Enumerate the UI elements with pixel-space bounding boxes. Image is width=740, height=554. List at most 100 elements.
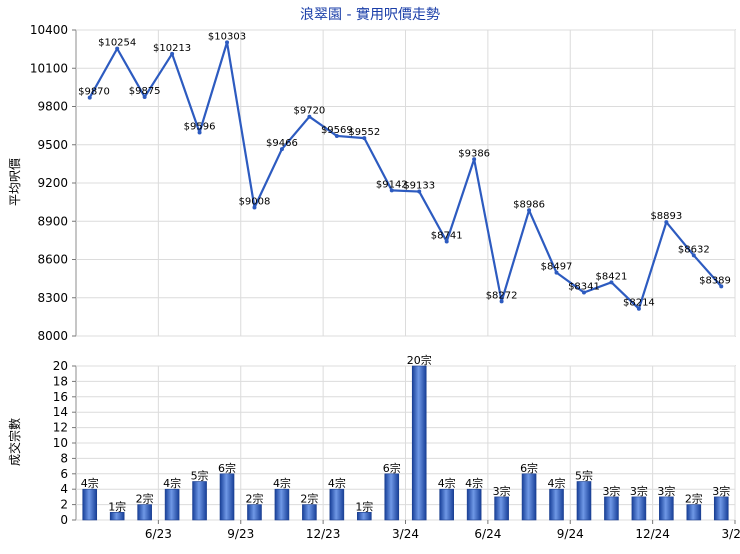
volume-y-tick-label: 6 <box>60 467 68 481</box>
price-point <box>636 306 641 311</box>
volume-bar <box>466 488 482 521</box>
volume-bar-label: 4宗 <box>81 476 99 490</box>
volume-bar-label: 4宗 <box>273 476 291 490</box>
price-point <box>527 208 532 213</box>
x-tick-label: 3/24 <box>392 527 419 541</box>
volume-bar-label: 6宗 <box>218 461 236 475</box>
volume-y-tick-label: 4 <box>60 482 68 496</box>
volume-bar <box>686 504 702 521</box>
price-point <box>444 239 449 244</box>
price-y-tick-label: 10100 <box>30 61 68 75</box>
price-point <box>142 94 147 99</box>
price-point <box>417 189 422 194</box>
price-point-label: $8214 <box>623 298 655 309</box>
price-point-label: $9133 <box>403 181 435 192</box>
volume-bar-label: 4宗 <box>548 476 566 490</box>
volume-bar <box>219 473 235 521</box>
volume-bar-label: 6宗 <box>383 461 401 475</box>
price-y-tick-label: 8000 <box>37 329 68 343</box>
x-tick-label: 6/24 <box>474 527 501 541</box>
volume-bar <box>192 481 207 521</box>
price-y-tick-label: 9500 <box>37 138 68 152</box>
price-point <box>252 205 257 210</box>
bars-layer <box>82 365 729 521</box>
volume-bar-label: 4宗 <box>328 476 346 490</box>
volume-bar-label: 3宗 <box>657 484 675 498</box>
price-point <box>691 253 696 258</box>
volume-bar-label: 3宗 <box>712 484 730 498</box>
volume-bar-label: 2宗 <box>300 492 318 506</box>
volume-bar-label: 5宗 <box>191 469 209 483</box>
price-point-label: $8497 <box>541 262 573 273</box>
price-point <box>664 220 669 225</box>
price-point-label: $9552 <box>348 127 380 138</box>
price-y-tick-label: 8600 <box>37 253 68 267</box>
price-point-label: $8986 <box>513 199 545 210</box>
price-y-axis-label: 平均呎價 <box>8 158 22 206</box>
volume-bar <box>494 496 509 521</box>
volume-bar <box>659 496 674 521</box>
price-point <box>499 299 504 304</box>
volume-bar <box>576 481 592 521</box>
price-point-label: $8389 <box>699 275 731 286</box>
price-point <box>225 40 230 45</box>
volume-bar-label: 3宗 <box>630 484 648 498</box>
volume-bar-label: 1宗 <box>355 499 373 513</box>
volume-bar-label: 2宗 <box>136 492 154 506</box>
volume-y-tick-label: 14 <box>53 405 68 419</box>
volume-bar <box>521 473 537 521</box>
price-point-label: $9142 <box>376 179 408 190</box>
volume-bar-label: 4宗 <box>163 476 181 490</box>
volume-bar <box>302 504 317 521</box>
price-y-tick-label: 9200 <box>37 176 68 190</box>
volume-bar <box>631 496 647 521</box>
price-point <box>554 270 559 275</box>
price-point <box>115 46 120 51</box>
price-point <box>472 157 477 162</box>
price-point <box>334 133 339 138</box>
x-tick-label: 9/23 <box>227 527 254 541</box>
price-point <box>87 95 92 100</box>
price-y-tick-label: 10400 <box>30 23 68 37</box>
price-point <box>719 284 724 289</box>
price-point-label: $9720 <box>293 106 325 117</box>
price-y-tick-label: 8300 <box>37 291 68 305</box>
volume-y-tick-label: 12 <box>53 421 68 435</box>
volume-y-tick-label: 0 <box>60 513 68 527</box>
volume-bar-label: 2宗 <box>685 492 703 506</box>
volume-bar-label: 4宗 <box>438 476 456 490</box>
volume-bar <box>384 473 400 521</box>
price-point-label: $10303 <box>208 31 246 42</box>
volume-y-tick-label: 16 <box>53 390 68 404</box>
price-point-label: $9596 <box>184 122 216 133</box>
volume-bar <box>549 488 564 521</box>
price-point-label: $9386 <box>458 148 490 159</box>
volume-bar-label: 3宗 <box>493 484 511 498</box>
price-point-label: $9870 <box>78 87 110 98</box>
price-point-label: $9569 <box>321 125 353 136</box>
volume-y-tick-label: 8 <box>60 451 68 465</box>
volume-bar-label: 5宗 <box>575 469 593 483</box>
volume-bar <box>137 504 152 521</box>
volume-bar <box>439 488 454 521</box>
price-point-label: $8272 <box>486 290 518 301</box>
price-point <box>609 280 614 285</box>
x-tick-label: 3/25 <box>722 527 740 541</box>
price-y-tick-label: 8900 <box>37 214 68 228</box>
volume-bar <box>164 488 180 521</box>
volume-bar <box>274 488 290 521</box>
volume-bar-label: 3宗 <box>602 484 620 498</box>
price-point-label: $8741 <box>431 231 463 242</box>
price-point <box>279 147 284 152</box>
grid-layer <box>72 29 736 524</box>
volume-y-tick-label: 18 <box>53 374 68 388</box>
price-point <box>581 290 586 295</box>
price-point-label: $8421 <box>596 271 628 282</box>
volume-y-tick-label: 20 <box>53 359 68 373</box>
price-point <box>170 51 175 56</box>
volume-y-tick-label: 2 <box>60 498 68 512</box>
price-point-label: $9875 <box>129 86 161 97</box>
volume-bar <box>247 504 262 521</box>
